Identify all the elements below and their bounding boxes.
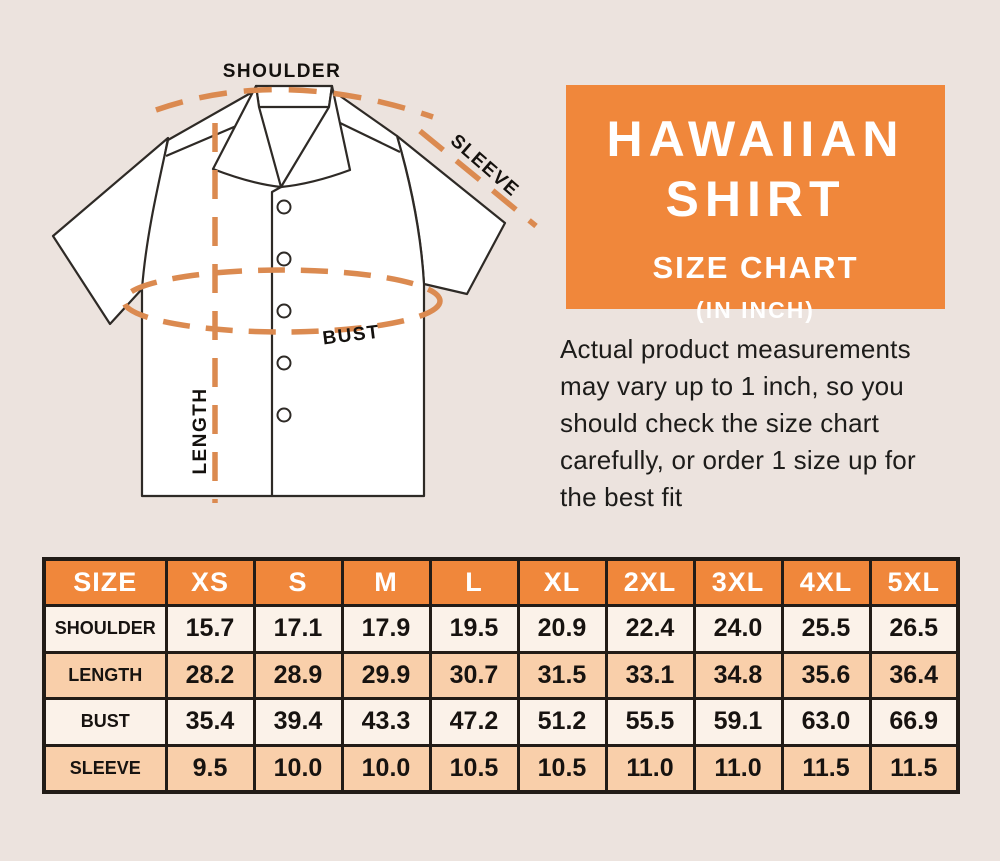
title-unit: (IN INCH) bbox=[696, 297, 815, 323]
header-cell-size: SIZE bbox=[42, 557, 168, 607]
shirt-button bbox=[276, 355, 292, 371]
header-cell-2xl: 2XL bbox=[604, 557, 696, 607]
shirt-measurement-diagram: SHOULDER SLEEVE BUST LENGTH bbox=[51, 61, 538, 503]
value-cell: 11.0 bbox=[692, 743, 784, 793]
value-cell: 10.5 bbox=[516, 743, 608, 793]
header-cell-m: M bbox=[340, 557, 432, 607]
shirt-button bbox=[276, 303, 292, 319]
length-label: LENGTH bbox=[190, 387, 211, 474]
header-cell-l: L bbox=[428, 557, 520, 607]
row-label: SHOULDER bbox=[42, 604, 168, 654]
value-cell: 10.0 bbox=[340, 743, 432, 793]
value-cell: 35.6 bbox=[780, 650, 872, 700]
shoulder-measure-line bbox=[155, 86, 434, 120]
table-row-length: LENGTH 28.2 28.9 29.9 30.7 31.5 33.1 34.… bbox=[42, 650, 960, 700]
title-card: HAWAIIAN SHIRT SIZE CHART (IN INCH) bbox=[566, 85, 945, 323]
value-cell: 11.5 bbox=[868, 743, 960, 793]
size-table: SIZE XS S M L XL 2XL 3XL 4XL 5XL SHOULDE… bbox=[42, 557, 960, 794]
value-cell: 9.5 bbox=[164, 743, 256, 793]
value-cell: 39.4 bbox=[252, 697, 344, 747]
value-cell: 55.5 bbox=[604, 697, 696, 747]
value-cell: 30.7 bbox=[428, 650, 520, 700]
value-cell: 11.0 bbox=[604, 743, 696, 793]
value-cell: 47.2 bbox=[428, 697, 520, 747]
header-cell-s: S bbox=[252, 557, 344, 607]
value-cell: 34.8 bbox=[692, 650, 784, 700]
shirt-body bbox=[140, 89, 426, 498]
title-line-2: SHIRT bbox=[665, 171, 846, 227]
value-cell: 24.0 bbox=[692, 604, 784, 654]
value-cell: 66.9 bbox=[868, 697, 960, 747]
value-cell: 33.1 bbox=[604, 650, 696, 700]
value-cell: 25.5 bbox=[780, 604, 872, 654]
shirt-collar-right-leaf bbox=[279, 84, 352, 189]
value-cell: 29.9 bbox=[340, 650, 432, 700]
value-cell: 35.4 bbox=[164, 697, 256, 747]
value-cell: 19.5 bbox=[428, 604, 520, 654]
measurement-note: Actual product measurements may vary up … bbox=[560, 334, 916, 512]
value-cell: 43.3 bbox=[340, 697, 432, 747]
row-label: BUST bbox=[42, 697, 168, 747]
shirt-right-yoke-seam bbox=[335, 120, 401, 153]
shirt-button bbox=[276, 407, 292, 423]
header-cell-xs: XS bbox=[164, 557, 256, 607]
value-cell: 10.5 bbox=[428, 743, 520, 793]
sleeve-measure-line bbox=[418, 128, 538, 229]
value-cell: 26.5 bbox=[868, 604, 960, 654]
shirt-placket-line bbox=[270, 186, 282, 496]
header-cell-5xl: 5XL bbox=[868, 557, 960, 607]
table-header-row: SIZE XS S M L XL 2XL 3XL 4XL 5XL bbox=[42, 557, 960, 607]
value-cell: 28.2 bbox=[164, 650, 256, 700]
bust-measure-line bbox=[121, 267, 443, 335]
value-cell: 17.1 bbox=[252, 604, 344, 654]
shirt-button bbox=[276, 199, 292, 215]
table-row-shoulder: SHOULDER 15.7 17.1 17.9 19.5 20.9 22.4 2… bbox=[42, 604, 960, 654]
value-cell: 51.2 bbox=[516, 697, 608, 747]
value-cell: 11.5 bbox=[780, 743, 872, 793]
shirt-button bbox=[276, 251, 292, 267]
header-cell-xl: XL bbox=[516, 557, 608, 607]
title-subtitle: SIZE CHART bbox=[652, 250, 859, 285]
value-cell: 10.0 bbox=[252, 743, 344, 793]
value-cell: 17.9 bbox=[340, 604, 432, 654]
value-cell: 59.1 bbox=[692, 697, 784, 747]
row-label: LENGTH bbox=[42, 650, 168, 700]
value-cell: 63.0 bbox=[780, 697, 872, 747]
row-label: SLEEVE bbox=[42, 743, 168, 793]
value-cell: 36.4 bbox=[868, 650, 960, 700]
header-cell-3xl: 3XL bbox=[692, 557, 784, 607]
value-cell: 22.4 bbox=[604, 604, 696, 654]
value-cell: 28.9 bbox=[252, 650, 344, 700]
value-cell: 15.7 bbox=[164, 604, 256, 654]
table-row-sleeve: SLEEVE 9.5 10.0 10.0 10.5 10.5 11.0 11.0… bbox=[42, 743, 960, 793]
title-line-1: HAWAIIAN bbox=[606, 111, 905, 167]
value-cell: 31.5 bbox=[516, 650, 608, 700]
shoulder-label: SHOULDER bbox=[223, 61, 342, 82]
header-cell-4xl: 4XL bbox=[780, 557, 872, 607]
value-cell: 20.9 bbox=[516, 604, 608, 654]
table-row-bust: BUST 35.4 39.4 43.3 47.2 51.2 55.5 59.1 … bbox=[42, 697, 960, 747]
